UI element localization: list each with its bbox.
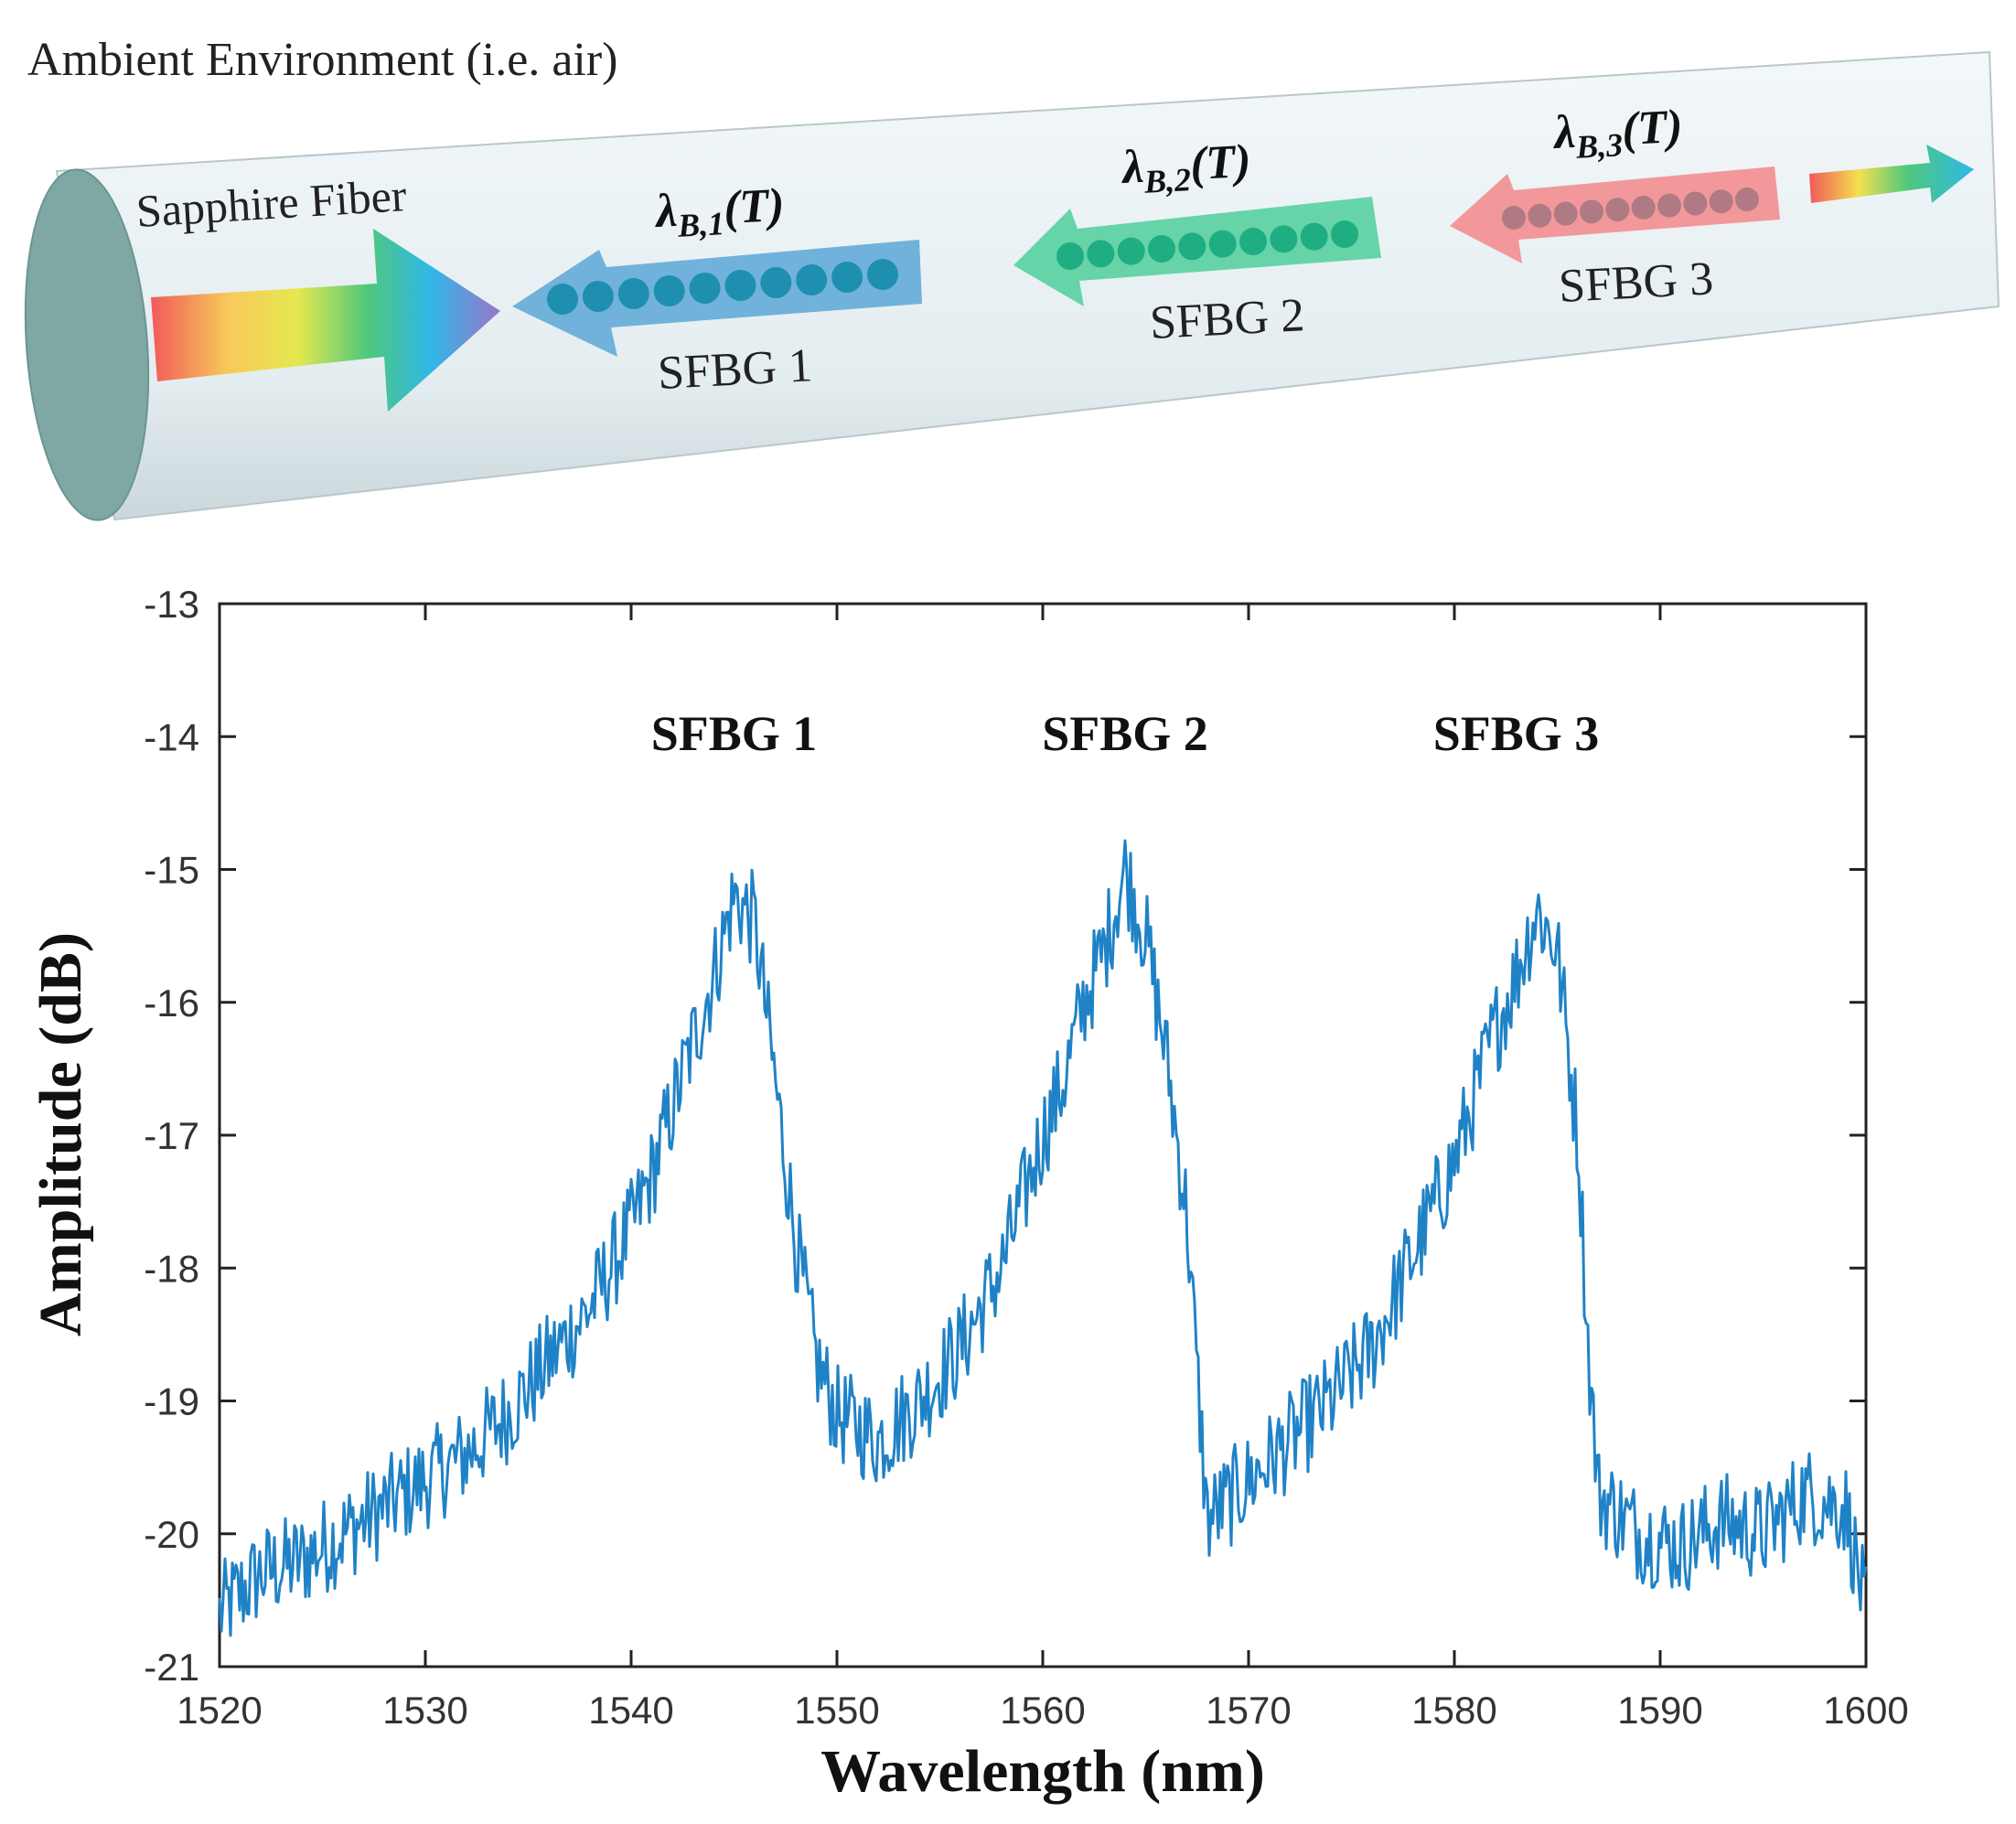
grating-bead [1709,189,1733,214]
peak-label-1: SFBG 1 [651,706,818,761]
y-tick-label: -21 [144,1646,199,1689]
y-tick-label: -16 [144,982,199,1025]
grating-bead [1270,225,1298,253]
grating-bead [1553,201,1578,226]
input-light-arrow [151,229,500,412]
grating-bead [831,262,863,293]
grating-bead [1178,232,1206,261]
x-tick-label: 1560 [1000,1689,1085,1732]
fiber-diagram: Ambient Environment (i.e. air) Sapphire … [24,34,2000,521]
grating-bead [1683,191,1708,216]
grating-bead [760,267,792,298]
grating-bead [1631,195,1656,220]
x-tick-label: 1540 [588,1689,673,1732]
sfbg-3-beads [1502,188,1759,230]
peak-label-2: SFBG 2 [1042,706,1208,761]
sfbg-3-grating: λB,3(T) SFBG 3 [1450,101,1780,313]
sfbg-3-wavelength: λB,3(T) [1551,101,1685,166]
grating-bead [1605,198,1630,222]
sfbg-1-beads [547,259,898,315]
grating-bead [617,278,649,309]
grating-bead [1331,220,1358,248]
grating-bead [1657,193,1681,218]
y-tick-label: -20 [144,1513,199,1556]
grating-bead [653,275,685,306]
y-tick-label: -15 [144,849,199,892]
output-light-arrow [1809,145,1974,203]
grating-bead [1087,240,1115,268]
x-tick-label: 1550 [794,1689,879,1732]
x-tick-label: 1600 [1823,1689,1908,1732]
y-tick-label: -18 [144,1247,199,1290]
x-tick-label: 1530 [382,1689,467,1732]
grating-bead [1502,206,1526,230]
grating-bead [867,259,898,290]
grating-bead [1239,228,1267,255]
grating-bead [1528,203,1552,228]
grating-bead [689,273,721,304]
grating-bead [724,270,756,301]
y-tick-label: -17 [144,1114,199,1157]
grating-bead [582,281,614,312]
fiber-end-face [24,168,150,521]
y-tick-label: -19 [144,1380,199,1423]
spectrum-chart: -13 -14 -15 -16 -17 -18 -19 -20 -21 1520 1530 1540… [27,583,1909,1805]
y-tick-label: -13 [144,583,199,626]
grating-bead [1056,242,1084,270]
x-tick-label: 1520 [177,1689,262,1732]
grating-bead [1208,230,1237,258]
x-axis: 1520 1530 1540 1550 1560 1570 1580 1590 1600 [177,604,1909,1732]
x-tick-label: 1570 [1206,1689,1291,1732]
sfbg-2-label: SFBG 2 [1149,289,1306,349]
x-tick-label: 1580 [1411,1689,1496,1732]
environment-label: Ambient Environment (i.e. air) [27,34,617,86]
sfbg-2-beads [1056,220,1358,270]
grating-bead [1735,188,1759,211]
sfbg-1-grating: λB,1(T) SFBG 1 [512,179,922,400]
grating-bead [1117,237,1145,265]
sfbg-1-label: SFBG 1 [657,339,814,400]
peak-annotations: SFBG 1 SFBG 2 SFBG 3 [651,706,1600,761]
x-tick-label: 1590 [1617,1689,1702,1732]
y-axis: -13 -14 -15 -16 -17 -18 -19 -20 -21 [144,583,1866,1689]
sfbg-1-wavelength: λB,1(T) [653,179,787,245]
x-axis-label: Wavelength (nm) [820,1738,1265,1805]
grating-bead [1300,222,1328,251]
grating-bead [547,284,578,315]
y-axis-label: Amplitude (dB) [27,932,94,1336]
spectrum-line [218,839,1868,1637]
y-tick-label: -14 [144,715,199,758]
grating-bead [796,264,828,295]
grating-bead [1148,235,1175,263]
sfbg-2-wavelength: λB,2(T) [1120,135,1253,201]
peak-label-3: SFBG 3 [1433,706,1600,761]
grating-bead [1580,199,1603,224]
sfbg-2-grating: λB,2(T) SFBG 2 [1013,135,1381,349]
sfbg-3-label: SFBG 3 [1558,252,1715,313]
